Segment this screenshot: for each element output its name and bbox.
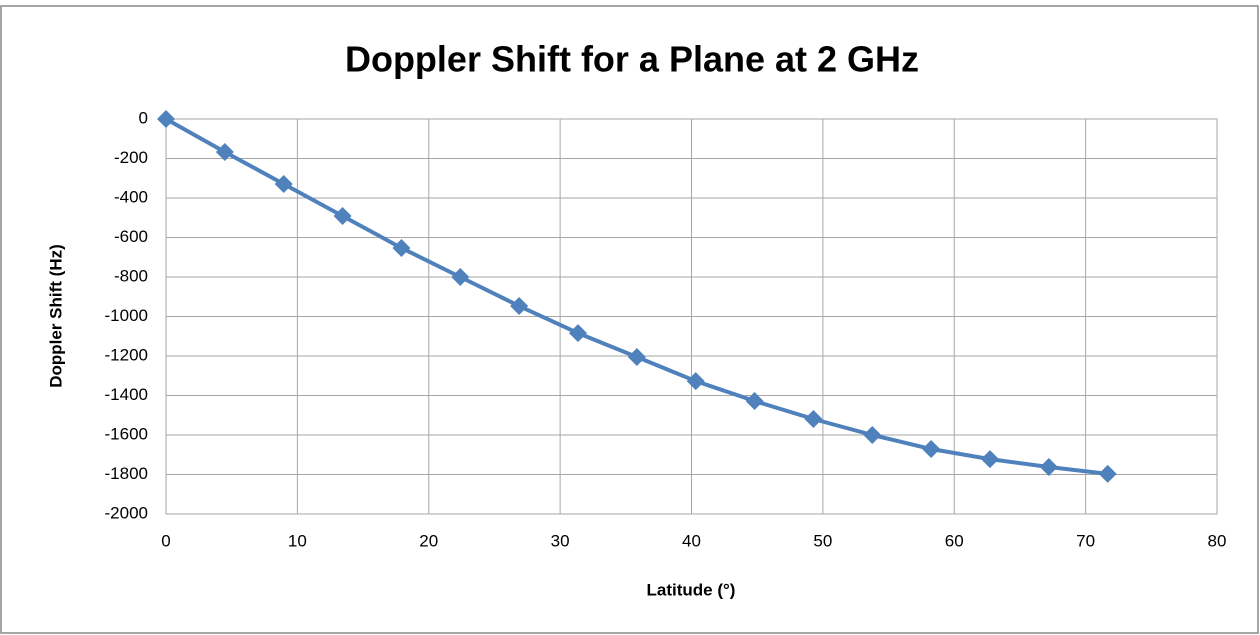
y-tick-label: -2000 <box>105 503 148 522</box>
marker <box>686 372 705 391</box>
x-tick-label: 50 <box>813 531 832 550</box>
marker <box>863 426 882 444</box>
marker <box>980 450 999 469</box>
marker <box>215 142 234 161</box>
y-tick-label: -200 <box>114 148 148 167</box>
x-tick-label: 70 <box>1076 531 1095 550</box>
x-tick-label: 10 <box>288 531 307 550</box>
y-tick-label: -1600 <box>105 424 148 443</box>
y-tick-label: -1400 <box>105 385 148 404</box>
y-tick-label: -400 <box>114 187 148 206</box>
marker <box>333 206 352 225</box>
y-tick-label: 0 <box>139 108 148 127</box>
marker <box>392 238 411 257</box>
x-tick-label: 80 <box>1208 531 1227 550</box>
x-tick-label: 40 <box>682 531 701 550</box>
y-tick-label: -800 <box>114 266 148 285</box>
marker <box>274 174 293 193</box>
x-axis-label: Latitude (°) <box>647 580 736 599</box>
plot-border <box>165 118 1218 515</box>
y-tick-label: -1800 <box>105 464 148 483</box>
marker <box>157 110 175 128</box>
y-tick-label: -1200 <box>105 345 148 364</box>
marker <box>922 440 941 459</box>
y-tick-label: -600 <box>114 227 148 246</box>
marker <box>568 324 587 343</box>
marker <box>745 392 764 411</box>
marker <box>1098 464 1117 483</box>
marker <box>804 410 823 429</box>
x-tick-label: 60 <box>945 531 964 550</box>
y-tick-label: -1000 <box>105 306 148 325</box>
marker <box>627 347 646 366</box>
x-tick-label: 20 <box>419 531 438 550</box>
chart-title: Doppler Shift for a Plane at 2 GHz <box>345 39 919 80</box>
y-axis-label: Doppler Shift (Hz) <box>46 244 65 388</box>
x-tick-label: 0 <box>161 531 170 550</box>
marker <box>451 268 470 286</box>
x-tick-label: 30 <box>551 531 570 550</box>
marker <box>510 297 529 316</box>
chart-border <box>0 5 1259 634</box>
marker <box>1039 457 1058 476</box>
